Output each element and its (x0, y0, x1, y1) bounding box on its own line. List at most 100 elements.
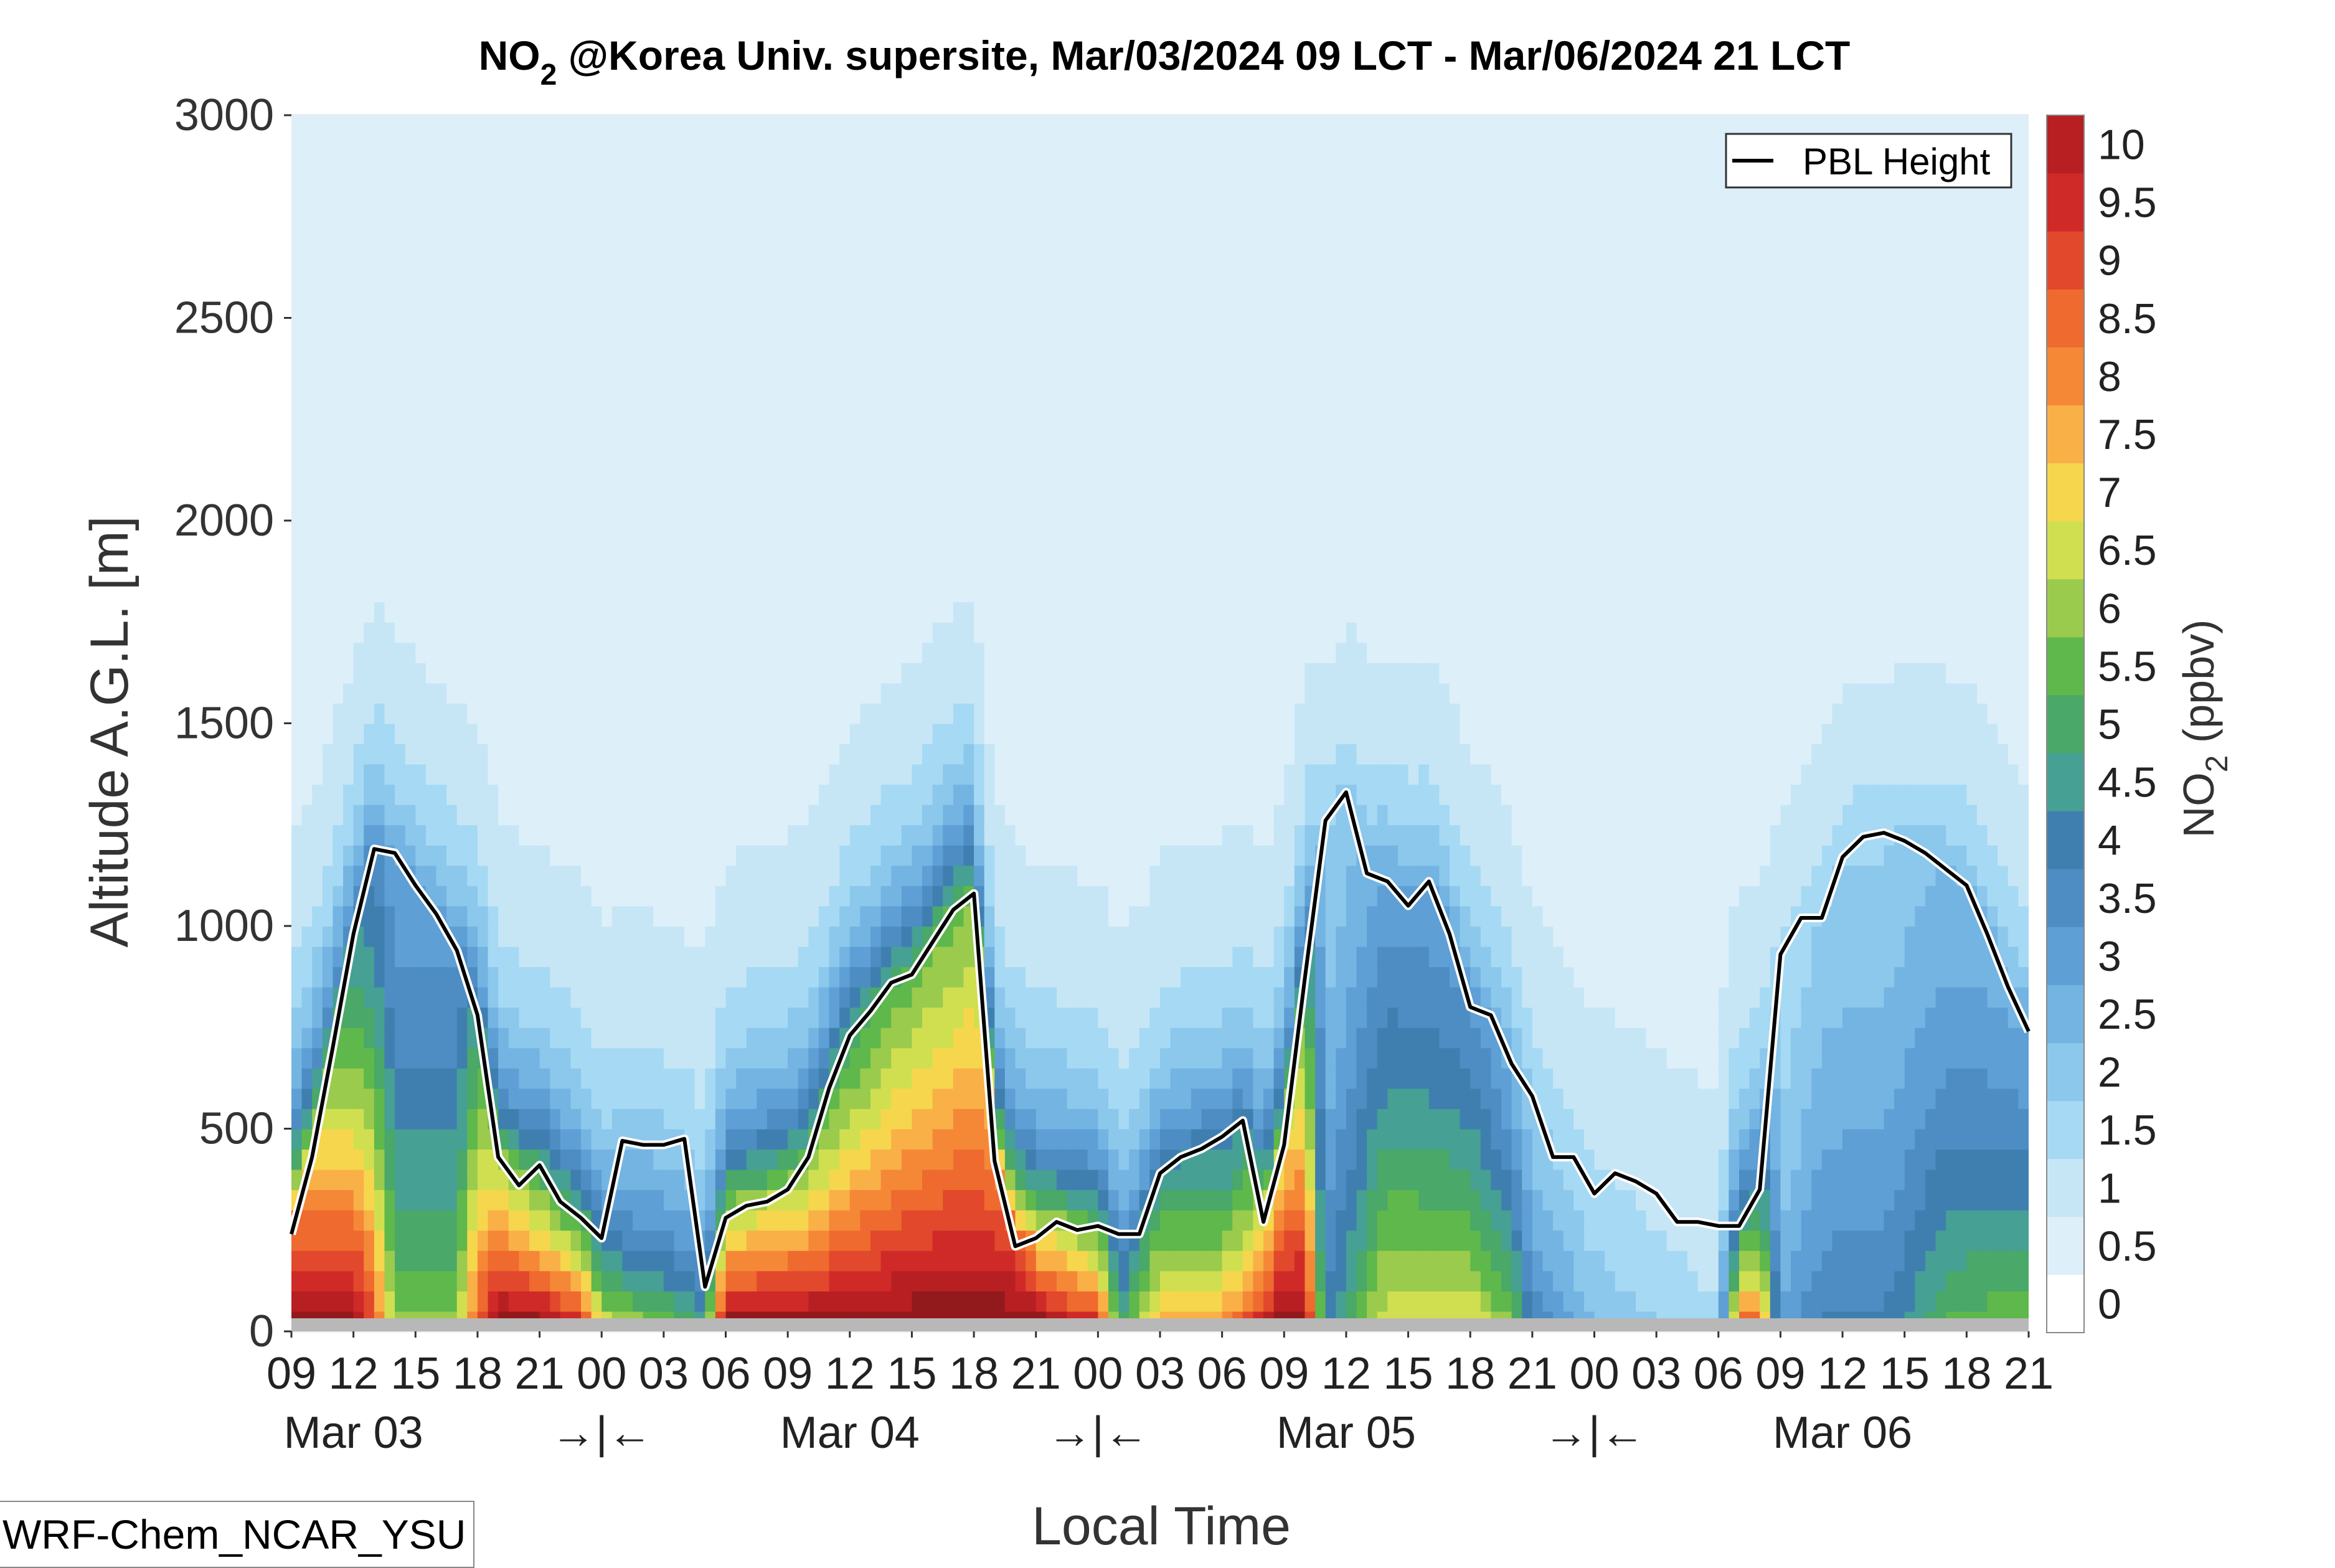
no2-cell (436, 784, 448, 805)
no2-cell (622, 359, 633, 380)
no2-cell (1057, 947, 1068, 968)
no2-cell (415, 805, 427, 826)
no2-cell (343, 1210, 354, 1231)
no2-cell (922, 419, 933, 440)
no2-cell (788, 460, 799, 481)
no2-cell (953, 480, 965, 501)
no2-cell (839, 500, 851, 521)
no2-cell (333, 440, 344, 461)
no2-cell (922, 338, 933, 359)
no2-cell (633, 703, 644, 724)
no2-cell (1119, 521, 1130, 542)
no2-cell (540, 865, 551, 886)
no2-cell (963, 1068, 974, 1089)
no2-cell (1139, 947, 1151, 968)
no2-cell (323, 926, 334, 947)
no2-cell (384, 764, 395, 785)
no2-cell (974, 602, 985, 623)
no2-cell (912, 703, 923, 724)
no2-cell (426, 318, 437, 339)
no2-cell (808, 663, 819, 684)
no2-cell (850, 724, 861, 745)
no2-cell (643, 947, 654, 968)
no2-cell (291, 682, 303, 704)
no2-cell (726, 399, 737, 420)
no2-cell (633, 196, 644, 217)
no2-cell (653, 966, 664, 988)
no2-cell (757, 1291, 768, 1312)
no2-cell (1057, 480, 1068, 501)
no2-cell (881, 744, 892, 765)
no2-cell (943, 805, 954, 826)
no2-cell (715, 115, 727, 136)
no2-cell (643, 744, 654, 765)
no2-cell (994, 926, 1006, 947)
no2-cell (519, 642, 530, 663)
no2-cell (684, 947, 696, 968)
no2-cell (1005, 298, 1016, 319)
no2-cell (1088, 419, 1099, 440)
no2-cell (984, 196, 996, 217)
no2-cell (974, 298, 985, 319)
no2-cell (994, 744, 1006, 765)
no2-cell (1129, 480, 1140, 501)
no2-cell (653, 1047, 664, 1069)
no2-cell (1057, 359, 1068, 380)
no2-cell (788, 582, 799, 603)
no2-cell (902, 582, 913, 603)
no2-cell (415, 1129, 427, 1150)
no2-cell (757, 886, 768, 907)
no2-cell (354, 136, 365, 157)
no2-cell (1119, 1291, 1130, 1312)
no2-cell (922, 824, 933, 846)
no2-cell (881, 500, 892, 521)
no2-cell (364, 338, 375, 359)
no2-cell (684, 561, 696, 582)
no2-cell (1016, 561, 1027, 582)
no2-cell (550, 987, 561, 1008)
no2-cell (870, 1230, 882, 1251)
no2-cell (364, 602, 375, 623)
no2-cell (467, 905, 478, 927)
no2-cell (943, 480, 954, 501)
no2-cell (364, 115, 375, 136)
no2-cell (1057, 582, 1068, 603)
no2-cell (1098, 115, 1109, 136)
no2-cell (488, 602, 499, 623)
no2-cell (467, 824, 478, 846)
no2-cell (881, 115, 892, 136)
no2-cell (540, 217, 551, 238)
no2-cell (498, 784, 509, 805)
no2-cell (1108, 582, 1120, 603)
no2-cell (963, 1250, 974, 1272)
no2-cell (478, 1108, 489, 1130)
no2-cell (933, 682, 944, 704)
no2-cell (1046, 1270, 1057, 1292)
no2-cell (312, 764, 323, 785)
no2-cell (1119, 1027, 1130, 1049)
no2-cell (757, 196, 768, 217)
no2-cell (384, 724, 395, 745)
no2-cell (653, 176, 664, 197)
no2-cell (592, 1189, 603, 1211)
no2-cell (540, 744, 551, 765)
no2-cell (333, 419, 344, 440)
no2-cell (984, 237, 996, 258)
no2-cell (1026, 500, 1037, 521)
no2-cell (1077, 277, 1088, 298)
no2-cell (384, 318, 395, 339)
no2-cell (819, 582, 830, 603)
no2-cell (592, 744, 603, 765)
no2-cell (1077, 237, 1088, 258)
no2-cell (808, 399, 819, 420)
no2-cell (570, 1291, 582, 1312)
no2-cell (323, 419, 334, 440)
no2-cell (457, 1291, 468, 1312)
no2-cell (1088, 987, 1099, 1008)
no2-cell (384, 115, 395, 136)
no2-cell (860, 419, 871, 440)
no2-cell (705, 805, 716, 826)
no2-cell (446, 196, 458, 217)
no2-cell (560, 176, 572, 197)
no2-cell (592, 196, 603, 217)
